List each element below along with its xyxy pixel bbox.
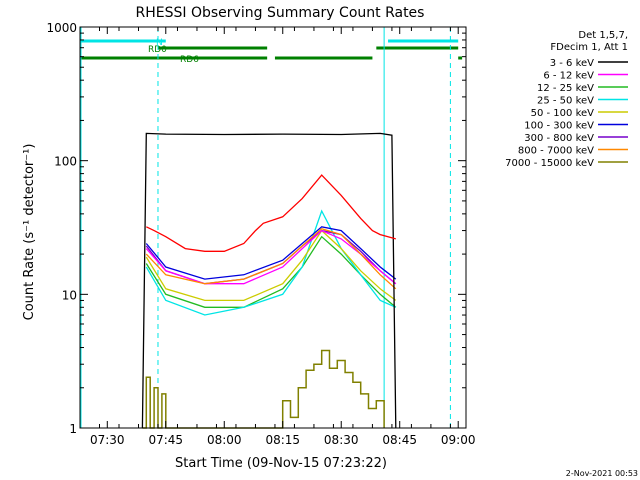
x-tick-label: 07:30 (90, 433, 125, 447)
legend-label: 800 - 7000 keV (518, 146, 594, 157)
series-line (145, 229, 397, 302)
x-tick-label: 08:30 (324, 433, 359, 447)
series-line (146, 174, 396, 252)
legend-header: FDecim 1, Att 1 (550, 42, 628, 53)
plot-frame (79, 26, 467, 429)
y-tick-label: 10 (62, 288, 77, 302)
legend-label: 12 - 25 keV (537, 83, 594, 94)
x-tick-label: 08:45 (382, 433, 417, 447)
x-tick-label: 08:00 (207, 433, 242, 447)
legend-label: 7000 - 15000 keV (505, 158, 594, 169)
legend-header: Det 1,5,7, (578, 30, 628, 41)
legend: Det 1,5,7,FDecim 1, Att 1 3 - 6 keV 6 - 12… (505, 30, 628, 169)
y-tick-label: 1000 (46, 21, 77, 35)
x-tick-label: 07:45 (148, 433, 183, 447)
flag-label: RD6 (180, 55, 199, 65)
y-tick-label: 1 (69, 422, 77, 436)
series-line (142, 349, 385, 429)
flag-label: N (156, 38, 163, 48)
x-tick-label: 09:00 (441, 433, 476, 447)
series-line (145, 229, 397, 285)
axes: 07:30 07:45 08:00 08:15 08:30 08:45 09:00 1 10 10… (46, 21, 475, 447)
y-axis-label: Count Rate (s⁻¹ detector⁻¹) (22, 144, 37, 321)
chart-title: RHESSI Observing Summary Count Rates (136, 5, 425, 21)
series-line (141, 132, 397, 429)
y-tick-label: 100 (54, 155, 77, 169)
footer-date: 2-Nov-2021 00:53 (566, 469, 638, 478)
legend-label: 50 - 100 keV (531, 108, 595, 119)
series-line (145, 226, 397, 280)
legend-label: 3 - 6 keV (550, 58, 594, 69)
time-markers (80, 27, 451, 428)
series-line (145, 209, 397, 316)
legend-label: 300 - 800 keV (524, 133, 594, 144)
series-lines (141, 132, 397, 429)
x-tick-label: 08:15 (265, 433, 300, 447)
series-line (145, 227, 397, 290)
legend-label: 100 - 300 keV (524, 121, 594, 132)
x-axis-label: Start Time (09-Nov-15 07:23:22) (175, 456, 387, 471)
legend-label: 25 - 50 keV (537, 96, 594, 107)
legend-label: 6 - 12 keV (543, 71, 594, 82)
